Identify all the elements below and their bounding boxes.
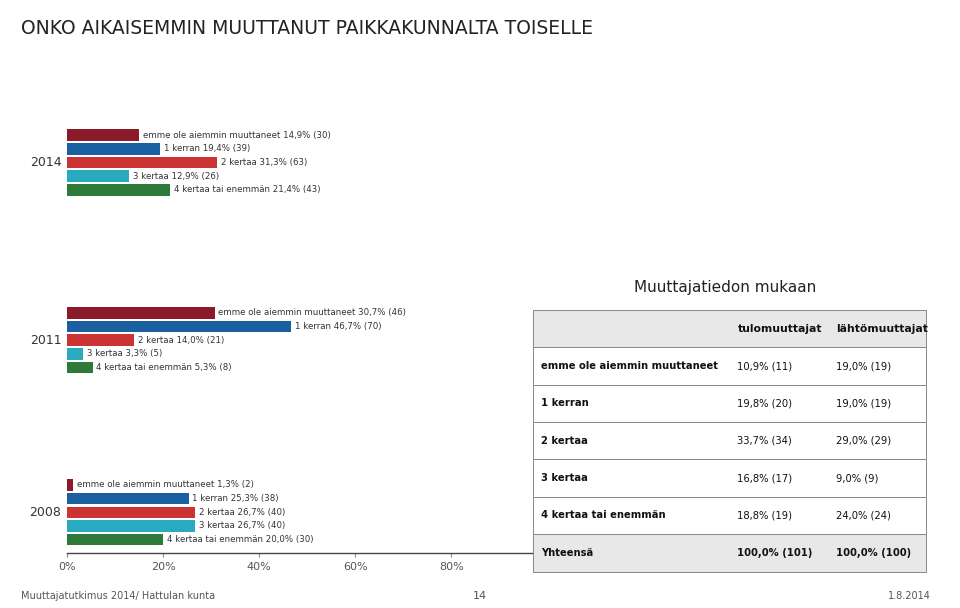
Text: Yhteensä: Yhteensä: [540, 548, 593, 558]
Text: 2 kertaa: 2 kertaa: [540, 436, 588, 446]
Bar: [67, 184, 170, 196]
Text: Muuttajatutkimus 2014/ Hattulan kunta: Muuttajatutkimus 2014/ Hattulan kunta: [21, 591, 215, 601]
Text: 2011: 2011: [30, 334, 61, 347]
Text: 4 kertaa tai enemmän 21,4% (43): 4 kertaa tai enemmän 21,4% (43): [174, 185, 321, 195]
Bar: [67, 143, 160, 154]
Text: 19,8% (20): 19,8% (20): [737, 398, 792, 409]
Text: 29,0% (29): 29,0% (29): [836, 436, 891, 446]
Text: 24,0% (24): 24,0% (24): [836, 511, 891, 520]
Text: emme ole aiemmin muuttaneet 1,3% (2): emme ole aiemmin muuttaneet 1,3% (2): [77, 480, 254, 489]
Text: 1.8.2014: 1.8.2014: [888, 591, 931, 601]
Text: 2014: 2014: [30, 156, 61, 169]
Text: 1 kerran 46,7% (70): 1 kerran 46,7% (70): [296, 322, 382, 331]
Text: 3 kertaa: 3 kertaa: [540, 473, 588, 483]
Text: 2008: 2008: [30, 506, 61, 519]
Text: emme ole aiemmin muuttaneet 14,9% (30): emme ole aiemmin muuttaneet 14,9% (30): [142, 131, 330, 140]
Bar: [67, 534, 163, 545]
Text: tulomuuttajat: tulomuuttajat: [737, 323, 822, 334]
Text: 1 kerran 25,3% (38): 1 kerran 25,3% (38): [192, 494, 279, 503]
Bar: [67, 170, 129, 182]
FancyBboxPatch shape: [533, 347, 926, 385]
Text: 100,0% (101): 100,0% (101): [737, 548, 813, 558]
Text: 33,7% (34): 33,7% (34): [737, 436, 792, 446]
Text: 3 kertaa 12,9% (26): 3 kertaa 12,9% (26): [133, 171, 219, 181]
FancyBboxPatch shape: [533, 534, 926, 572]
Text: Muuttajatiedon mukaan: Muuttajatiedon mukaan: [634, 280, 816, 295]
Bar: [67, 479, 73, 491]
Text: 2 kertaa 31,3% (63): 2 kertaa 31,3% (63): [222, 158, 307, 167]
FancyBboxPatch shape: [533, 310, 926, 347]
Text: emme ole aiemmin muuttaneet 30,7% (46): emme ole aiemmin muuttaneet 30,7% (46): [219, 308, 406, 317]
Text: 1 kerran: 1 kerran: [540, 398, 588, 409]
Text: 3 kertaa 26,7% (40): 3 kertaa 26,7% (40): [200, 522, 285, 530]
Text: 19,0% (19): 19,0% (19): [836, 361, 891, 371]
Text: 1 kerran 19,4% (39): 1 kerran 19,4% (39): [164, 144, 251, 153]
FancyBboxPatch shape: [533, 460, 926, 497]
Bar: [67, 157, 218, 168]
Text: 18,8% (19): 18,8% (19): [737, 511, 792, 520]
Bar: [67, 506, 196, 518]
Bar: [67, 321, 292, 332]
Text: 14: 14: [473, 591, 487, 601]
Bar: [67, 493, 189, 505]
FancyBboxPatch shape: [533, 497, 926, 534]
Bar: [67, 334, 134, 346]
Text: 19,0% (19): 19,0% (19): [836, 398, 891, 409]
Text: 3 kertaa 3,3% (5): 3 kertaa 3,3% (5): [86, 350, 162, 358]
Bar: [67, 362, 92, 373]
Text: 2 kertaa 26,7% (40): 2 kertaa 26,7% (40): [200, 508, 285, 517]
Text: 10,9% (11): 10,9% (11): [737, 361, 793, 371]
FancyBboxPatch shape: [533, 422, 926, 460]
FancyBboxPatch shape: [533, 385, 926, 422]
Bar: [67, 348, 84, 359]
Text: lähtömuuttajat: lähtömuuttajat: [836, 323, 927, 334]
Text: emme ole aiemmin muuttaneet: emme ole aiemmin muuttaneet: [540, 361, 718, 371]
Text: 9,0% (9): 9,0% (9): [836, 473, 878, 483]
Bar: [67, 307, 215, 319]
Text: 2 kertaa 14,0% (21): 2 kertaa 14,0% (21): [138, 336, 225, 345]
Text: 16,8% (17): 16,8% (17): [737, 473, 793, 483]
Text: 100,0% (100): 100,0% (100): [836, 548, 911, 558]
Text: 4 kertaa tai enemmän 20,0% (30): 4 kertaa tai enemmän 20,0% (30): [167, 535, 314, 544]
Bar: [67, 520, 196, 531]
Text: 4 kertaa tai enemmän 5,3% (8): 4 kertaa tai enemmän 5,3% (8): [96, 363, 232, 372]
Text: 4 kertaa tai enemmän: 4 kertaa tai enemmän: [540, 511, 665, 520]
Bar: [67, 130, 139, 141]
Text: ONKO AIKAISEMMIN MUUTTANUT PAIKKAKUNNALTA TOISELLE: ONKO AIKAISEMMIN MUUTTANUT PAIKKAKUNNALT…: [21, 19, 593, 38]
